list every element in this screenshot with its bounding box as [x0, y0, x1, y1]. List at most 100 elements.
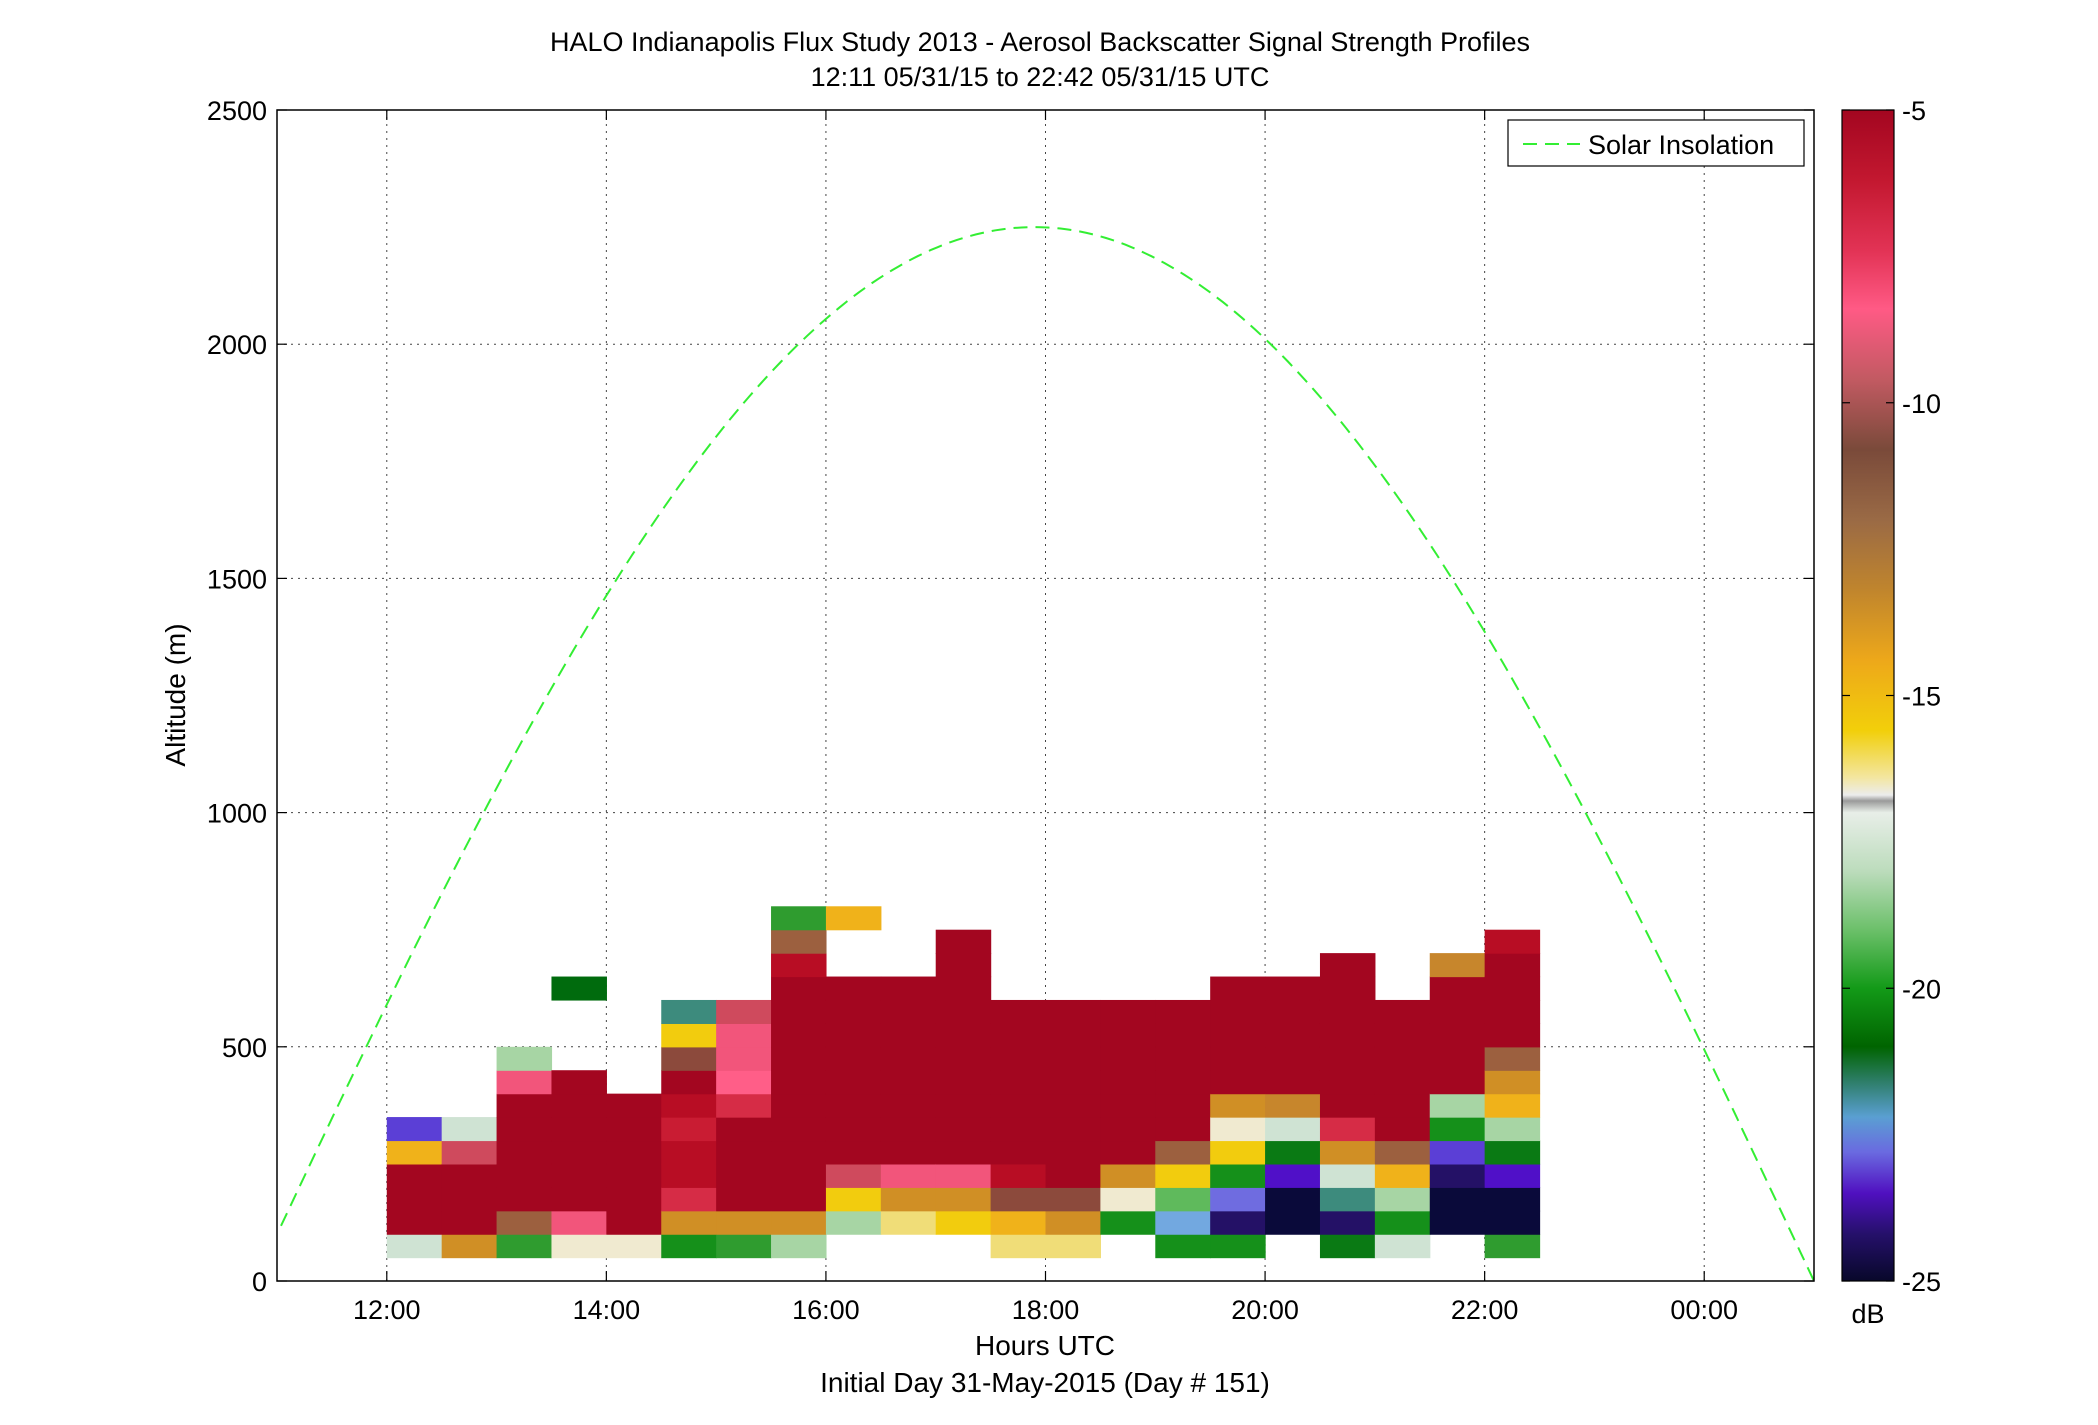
heatmap-cell [1210, 999, 1266, 1024]
heatmap-cell [935, 1210, 992, 1235]
heatmap-cell [1155, 1163, 1211, 1188]
heatmap-cell [1045, 1046, 1101, 1071]
heatmap-cell [1155, 1070, 1211, 1095]
heatmap-cell [935, 1070, 992, 1095]
heatmap-cell [1100, 1163, 1156, 1188]
heatmap-cell [1429, 1023, 1486, 1048]
heatmap-cell [1319, 1187, 1376, 1212]
heatmap-cell [1429, 1093, 1486, 1118]
heatmap-cell [496, 1140, 553, 1165]
heatmap-cell [935, 1187, 992, 1212]
heatmap-cell [1045, 1210, 1101, 1235]
heatmap-cell [1045, 1187, 1101, 1212]
heatmap-cell [825, 1187, 882, 1212]
heatmap-cell [935, 976, 992, 1001]
heatmap-cell [716, 1117, 772, 1142]
x-tick-label: 18:00 [1012, 1295, 1080, 1325]
colorbar-unit: dB [1851, 1299, 1884, 1329]
chart-subtitle: 12:11 05/31/15 to 22:42 05/31/15 UTC [811, 62, 1270, 92]
heatmap-cell [1100, 1070, 1156, 1095]
heatmap-cell [551, 1070, 607, 1095]
heatmap-cell [771, 1117, 827, 1142]
heatmap-cell [1374, 1023, 1431, 1048]
heatmap-cell [1210, 1187, 1266, 1212]
heatmap-cell [880, 1140, 937, 1165]
heatmap-cell [990, 1163, 1047, 1188]
heatmap-cell [1429, 1187, 1486, 1212]
heatmap-cell [825, 1046, 882, 1071]
heatmap-cell [1374, 1093, 1431, 1118]
heatmap-cell [771, 976, 827, 1001]
heatmap-cell [825, 1140, 882, 1165]
heatmap-cell [771, 1070, 827, 1095]
heatmap-cell [551, 1117, 607, 1142]
heatmap-cell [661, 1140, 717, 1165]
heatmap-cell [825, 1023, 882, 1048]
heatmap-cell [1210, 1023, 1266, 1048]
heatmap-cell [716, 1210, 772, 1235]
heatmap-cell [1045, 1163, 1101, 1188]
heatmap-cell [1429, 1210, 1486, 1235]
heatmap-cell [990, 1210, 1047, 1235]
heatmap-cell [1265, 1117, 1321, 1142]
heatmap-cell [1484, 1163, 1541, 1188]
heatmap-cell [661, 1210, 717, 1235]
heatmap-cell [716, 1234, 772, 1259]
heatmap-cell [990, 1093, 1047, 1118]
heatmap-cell [1319, 1070, 1376, 1095]
heatmap-cell [880, 1023, 937, 1048]
heatmap-cell [1319, 1117, 1376, 1142]
heatmap-cell [496, 1117, 553, 1142]
heatmap-cell [825, 906, 882, 931]
heatmap-cell [771, 1093, 827, 1118]
heatmap-cell [825, 1093, 882, 1118]
heatmap-cell [771, 1023, 827, 1048]
heatmap-cell [661, 1023, 717, 1048]
heatmap-cell [1319, 1163, 1376, 1188]
x-axis-sublabel: Initial Day 31-May-2015 (Day # 151) [820, 1367, 1270, 1398]
heatmap-cell [1319, 999, 1376, 1024]
heatmap-cell [1484, 953, 1541, 978]
heatmap-cell [1100, 1093, 1156, 1118]
heatmap-cell [551, 1210, 607, 1235]
heatmap-cell [1045, 1117, 1101, 1142]
heatmap-cell [990, 1046, 1047, 1071]
heatmap-cell [1319, 976, 1376, 1001]
heatmap-cell [1265, 1023, 1321, 1048]
heatmap-cell [1045, 1140, 1101, 1165]
heatmap-cell [1265, 1210, 1321, 1235]
heatmap-cell [935, 1117, 992, 1142]
heatmap-cell [386, 1234, 443, 1259]
heatmap-cell [606, 1187, 662, 1212]
heatmap-cell [1484, 999, 1541, 1024]
x-tick-label: 00:00 [1670, 1295, 1738, 1325]
heatmap-cell [496, 1234, 553, 1259]
heatmap-cell [880, 999, 937, 1024]
heatmap-cell [771, 999, 827, 1024]
heatmap-cell [1429, 1163, 1486, 1188]
heatmap-cell [496, 1070, 553, 1095]
heatmap-cell [606, 1117, 662, 1142]
x-tick-label: 14:00 [573, 1295, 641, 1325]
heatmap-cell [496, 1187, 553, 1212]
heatmap-cell [1155, 999, 1211, 1024]
heatmap-cell [496, 1210, 553, 1235]
heatmap-cell [1429, 953, 1486, 978]
heatmap-cell [1265, 1187, 1321, 1212]
colorbar-tick-label: -15 [1902, 682, 1941, 712]
heatmap-cell [935, 929, 992, 954]
heatmap-cell [880, 1210, 937, 1235]
heatmap-cell [1100, 1140, 1156, 1165]
y-tick-label: 1000 [207, 799, 267, 829]
heatmap-cell [771, 1163, 827, 1188]
heatmap-cell [935, 1093, 992, 1118]
heatmap-cell [880, 1117, 937, 1142]
heatmap-cell [551, 1163, 607, 1188]
heatmap-cell [661, 1046, 717, 1071]
y-tick-label: 500 [222, 1033, 267, 1063]
heatmap-cell [990, 1140, 1047, 1165]
heatmap-cell [880, 1046, 937, 1071]
heatmap-cell [606, 1140, 662, 1165]
heatmap-cell [1155, 1046, 1211, 1071]
